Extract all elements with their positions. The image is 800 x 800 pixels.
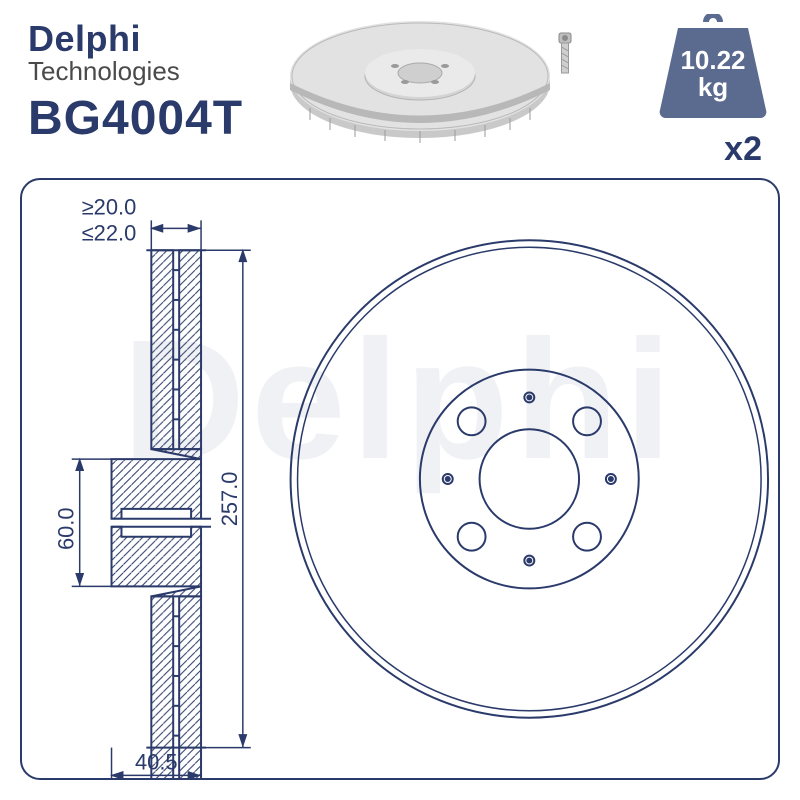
weight-value: 10.22 (680, 45, 745, 75)
screw-icon (559, 33, 571, 73)
brand-block: Delphi Technologies BG4004T (28, 18, 243, 146)
front-view (291, 240, 768, 717)
technical-drawing: ≥20.0 ≤22.0 (20, 178, 780, 780)
cross-section: ≥20.0 ≤22.0 (54, 194, 251, 778)
dim-thickness: ≤22.0 (82, 220, 137, 245)
product-photo (280, 8, 600, 168)
dim-diameter: 257.0 (217, 472, 242, 527)
dim-offset: 40.5 (135, 749, 178, 774)
quantity-label: x2 (724, 130, 762, 169)
weight-unit: kg (698, 72, 728, 102)
weight-badge: 10.22 kg (658, 14, 768, 124)
dim-min-thickness: ≥20.0 (82, 194, 137, 219)
part-number: BG4004T (28, 91, 243, 146)
brand-sub: Technologies (28, 56, 243, 87)
dim-hub-height: 60.0 (54, 507, 79, 550)
brand-main: Delphi (28, 18, 243, 60)
